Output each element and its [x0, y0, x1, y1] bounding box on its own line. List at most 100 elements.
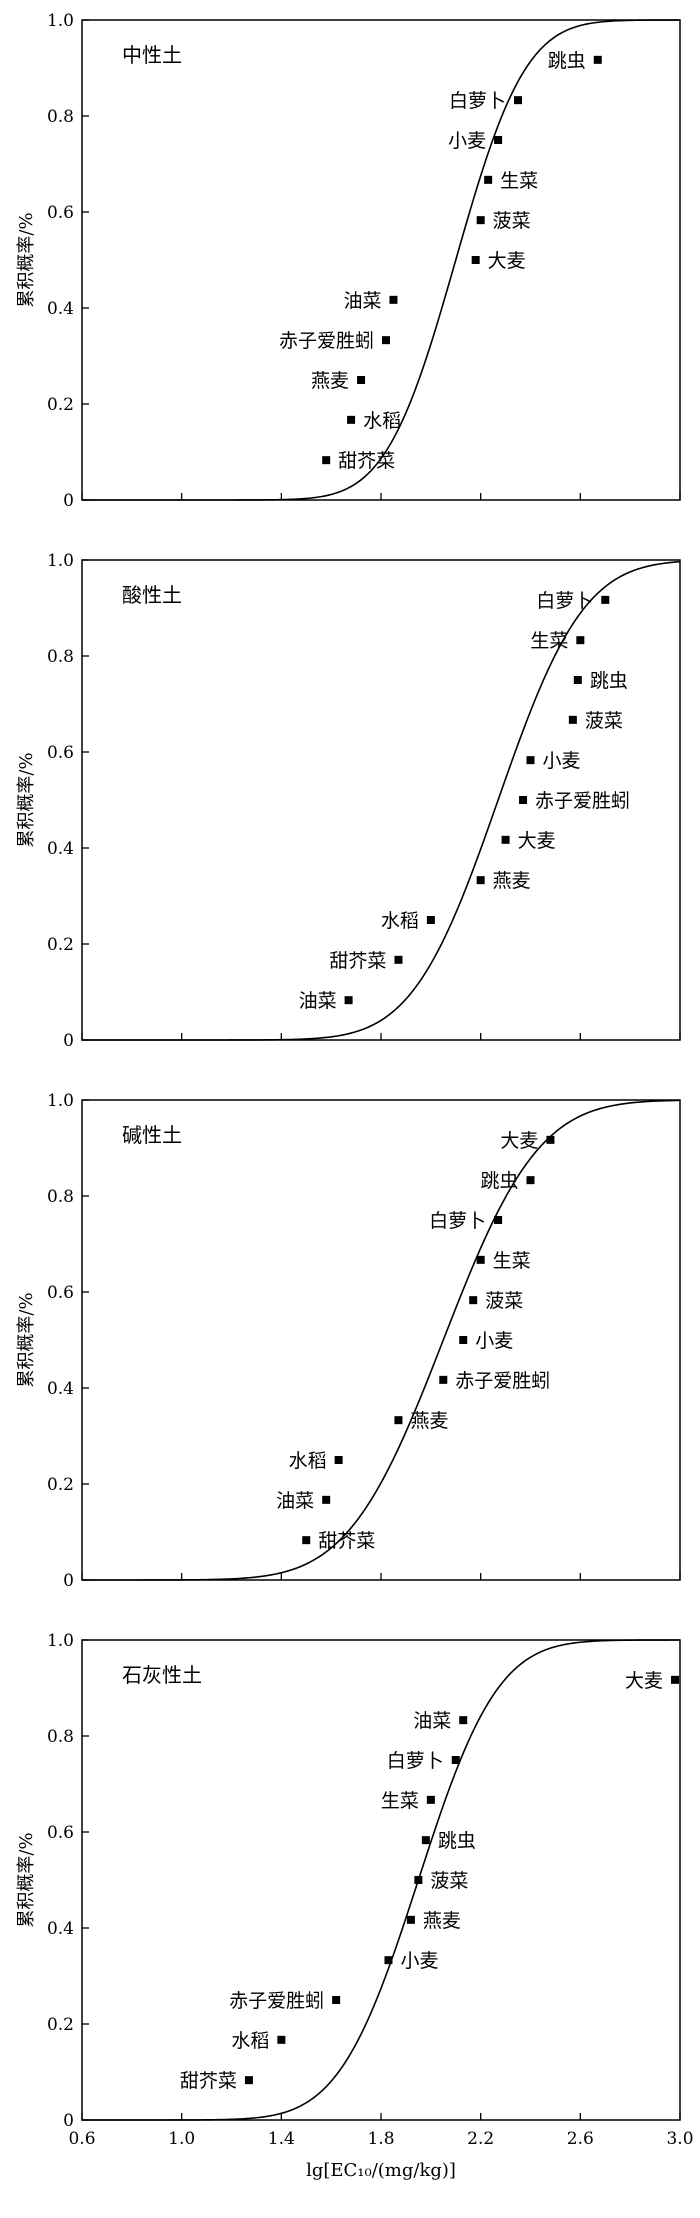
species-label: 油菜 [343, 290, 381, 312]
data-point [568, 715, 577, 724]
data-point [357, 376, 366, 384]
y-tick-label: 0 [63, 2111, 74, 2131]
x-tick-label: 3.0 [666, 2129, 693, 2149]
species-label: 赤子爱胜蚓 [535, 790, 630, 812]
species-label: 大麦 [625, 1670, 663, 1692]
data-point [576, 636, 585, 645]
data-point [244, 2076, 253, 2085]
species-label: 赤子爱胜蚓 [229, 1990, 324, 2012]
y-tick-label: 0.4 [47, 299, 74, 319]
species-label: 大麦 [518, 830, 556, 852]
data-point [459, 1716, 468, 1725]
species-label: 水稻 [289, 1450, 327, 1472]
chart-panel-2: 0 0.2 0.4 0.6 0.8 1.0 累积概率/% 酸性土 白萝卜生菜跳虫菠菜小麦赤子爱胜… [16, 551, 681, 1051]
ssd-fit-curve [82, 1639, 680, 2121]
y-tick-label: 0.8 [47, 107, 74, 127]
species-label: 甜芥菜 [329, 950, 386, 972]
y-tick-label: 0.8 [47, 647, 74, 667]
species-label: 菠菜 [585, 710, 623, 732]
y-tick-label: 0.6 [47, 1283, 74, 1303]
data-point [601, 595, 610, 604]
data-point [514, 96, 523, 105]
x-tick-label: 2.2 [467, 2129, 494, 2149]
species-label: 跳虫 [590, 670, 628, 692]
data-point [302, 1536, 311, 1545]
y-tick-label: 0 [63, 1031, 74, 1051]
species-label: 甜芥菜 [338, 450, 395, 472]
soil-type-label: 酸性土 [122, 583, 182, 607]
y-tick-label: 0.4 [47, 839, 74, 859]
x-tick-label: 1.4 [268, 2129, 295, 2149]
species-label: 大麦 [500, 1130, 538, 1152]
data-point [439, 1375, 448, 1384]
species-label: 小麦 [448, 130, 486, 152]
ssd-fit-curve [82, 19, 680, 501]
data-point [381, 336, 390, 345]
y-tick-label: 0.2 [47, 395, 74, 415]
y-tick-label: 0.6 [47, 743, 74, 763]
species-label: 燕麦 [493, 870, 531, 892]
y-tick-label: 0 [63, 1571, 74, 1591]
data-point [459, 1336, 468, 1344]
plot-frame [81, 1099, 681, 1581]
y-axis-label: 累积概率/% [16, 212, 37, 307]
x-tick-label: 1.8 [367, 2129, 394, 2149]
data-point [476, 216, 485, 225]
y-tick-label: 0 [63, 491, 74, 511]
species-label: 菠菜 [493, 210, 531, 232]
data-point [332, 1996, 341, 2004]
species-label: 生菜 [381, 1790, 419, 1812]
y-tick-label: 0.2 [47, 2015, 74, 2035]
ssd-fit-curve [82, 1099, 681, 1581]
species-label: 跳虫 [548, 50, 586, 72]
data-point [546, 1135, 555, 1144]
y-tick-label: 0.4 [47, 1919, 74, 1939]
y-tick-label: 0.8 [47, 1727, 74, 1747]
data-point [277, 2035, 286, 2044]
species-label: 赤子爱胜蚓 [279, 330, 374, 352]
x-tick-label: 2.6 [567, 2129, 594, 2149]
data-point [344, 996, 353, 1005]
species-label: 白萝卜 [536, 590, 593, 612]
species-label: 大麦 [488, 250, 526, 272]
data-point [322, 1495, 331, 1504]
species-label: 甜芥菜 [180, 2070, 237, 2092]
soil-type-label: 碱性土 [122, 1123, 182, 1147]
data-point [389, 295, 398, 304]
species-label: 赤子爱胜蚓 [455, 1370, 550, 1392]
species-label: 菠菜 [430, 1870, 468, 1892]
data-point [322, 456, 331, 465]
data-point [593, 55, 602, 64]
y-tick-label: 0.6 [47, 203, 74, 223]
species-label: 油菜 [413, 1710, 451, 1732]
data-point [451, 1756, 460, 1764]
y-tick-label: 1.0 [47, 1091, 74, 1111]
chart-panel-1: 0 0.2 0.4 0.6 0.8 1.0 累积概率/% 中性土 跳虫白萝卜小麦生菜菠菜大麦油菜… [16, 11, 681, 511]
data-point [421, 1836, 430, 1845]
y-axis-label: 累积概率/% [16, 1832, 37, 1927]
chart-panel-3: 0 0.2 0.4 0.6 0.8 1.0 累积概率/% 碱性土 大麦跳虫白萝卜生菜菠菜小麦赤子… [16, 1091, 681, 1591]
y-axis-label: 累积概率/% [16, 1292, 37, 1387]
data-point [526, 1176, 535, 1185]
species-label: 小麦 [475, 1330, 513, 1352]
data-point [414, 1876, 423, 1884]
species-label: 生菜 [500, 170, 538, 192]
species-label: 生菜 [493, 1250, 531, 1272]
species-label: 菠菜 [485, 1290, 523, 1312]
species-label: 燕麦 [410, 1410, 448, 1432]
data-point [494, 136, 503, 144]
data-point [471, 256, 480, 264]
species-label: 小麦 [543, 750, 581, 772]
y-tick-label: 0.6 [47, 1823, 74, 1843]
species-label: 水稻 [381, 910, 419, 932]
species-label: 小麦 [400, 1950, 438, 1972]
data-point [494, 1216, 503, 1224]
data-point [519, 796, 528, 804]
data-point [501, 835, 510, 844]
species-label: 油菜 [276, 1490, 314, 1512]
data-point [426, 916, 435, 924]
y-tick-label: 0.2 [47, 935, 74, 955]
chart-panel-4: 0 0.2 0.4 0.6 0.8 1.0 0.6 1.0 1.4 1.8 2.2 2.6 3.0 累积概… [16, 1631, 694, 2149]
species-label: 水稻 [363, 410, 401, 432]
